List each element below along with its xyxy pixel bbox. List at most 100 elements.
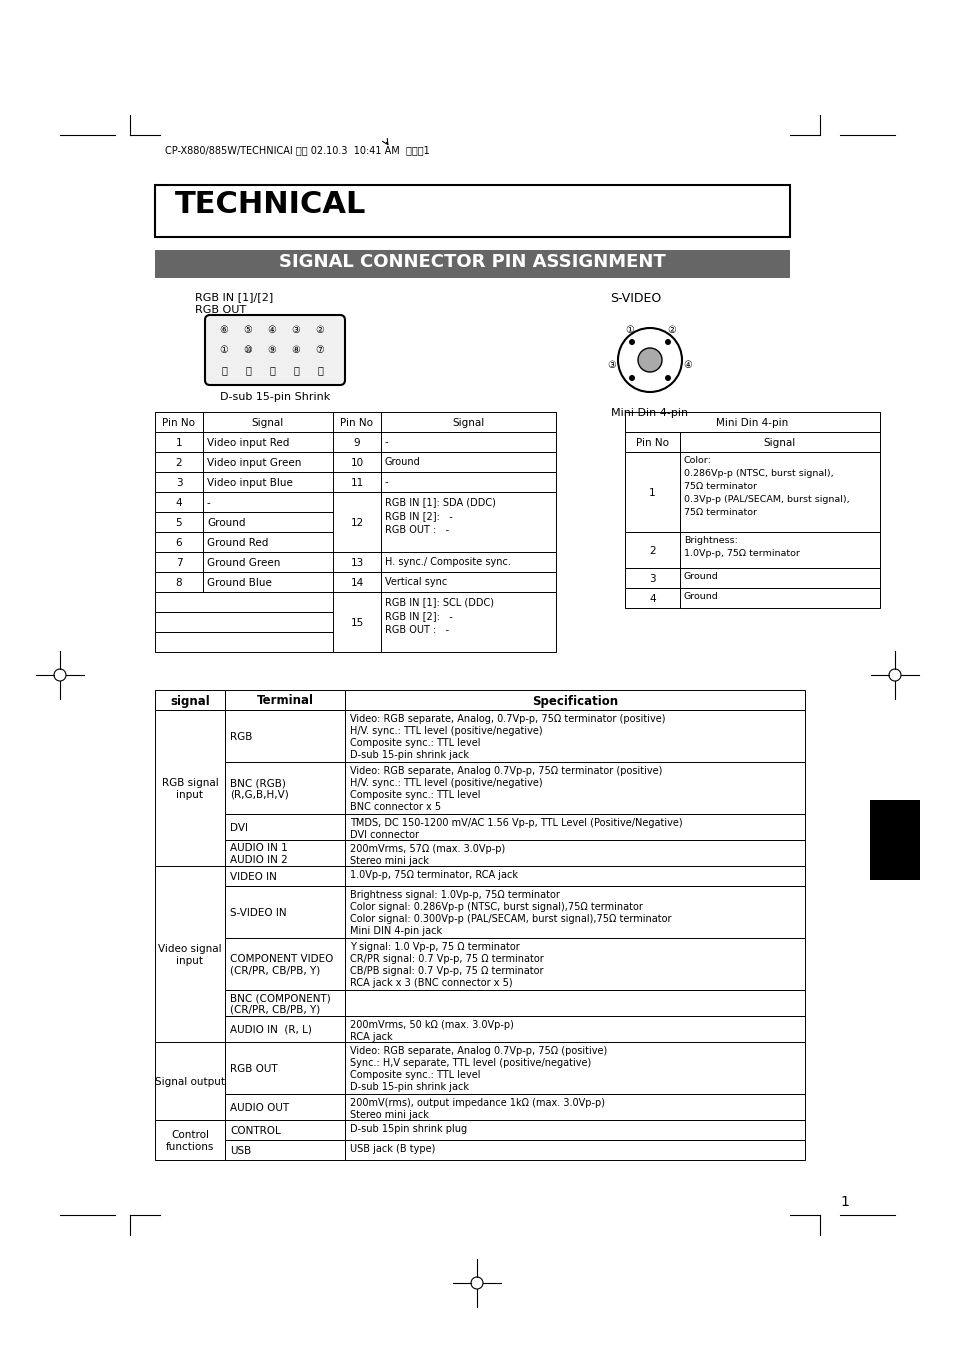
- Text: CP-X880/885W/TECHNICAI 再校 02.10.3  10:41 AM  ページ1: CP-X880/885W/TECHNICAI 再校 02.10.3 10:41 …: [165, 145, 429, 155]
- Text: S-VIDEO IN: S-VIDEO IN: [230, 908, 286, 917]
- Circle shape: [618, 328, 681, 392]
- Bar: [154, 512, 203, 532]
- Text: S-VIDEO: S-VIDEO: [609, 292, 660, 305]
- Bar: [225, 690, 345, 711]
- Bar: [345, 762, 804, 815]
- Text: AUDIO OUT: AUDIO OUT: [230, 1102, 289, 1113]
- Text: CONTROL: CONTROL: [230, 1125, 280, 1136]
- Text: ⑥: ⑥: [219, 326, 228, 335]
- Text: Ground Red: Ground Red: [207, 538, 268, 549]
- Bar: [333, 553, 380, 571]
- Text: -: -: [385, 436, 388, 447]
- Bar: [154, 690, 225, 711]
- Text: 1.0Vp-p, 75Ω terminator, RCA jack: 1.0Vp-p, 75Ω terminator, RCA jack: [350, 870, 517, 880]
- Text: 0.3Vp-p (PAL/SECAM, burst signal),: 0.3Vp-p (PAL/SECAM, burst signal),: [683, 494, 849, 504]
- Bar: [624, 532, 679, 567]
- Bar: [333, 432, 380, 453]
- Text: signal: signal: [170, 694, 210, 708]
- Text: ①: ①: [219, 345, 228, 355]
- Text: Video input Green: Video input Green: [207, 458, 301, 467]
- Bar: [203, 512, 333, 532]
- Bar: [154, 612, 333, 632]
- Text: D-sub 15pin shrink plug: D-sub 15pin shrink plug: [350, 1124, 467, 1133]
- Bar: [225, 886, 345, 938]
- Text: 0.286Vp-p (NTSC, burst signal),: 0.286Vp-p (NTSC, burst signal),: [683, 469, 833, 478]
- Text: Stereo mini jack: Stereo mini jack: [350, 857, 429, 866]
- Circle shape: [628, 376, 635, 381]
- Text: RGB: RGB: [230, 732, 253, 742]
- Text: ①: ①: [625, 326, 634, 335]
- Text: Sync.: H,V separate, TTL level (positive/negative): Sync.: H,V separate, TTL level (positive…: [350, 1058, 591, 1069]
- Bar: [380, 412, 556, 432]
- Text: RCA jack: RCA jack: [350, 1032, 393, 1042]
- Bar: [869, 800, 919, 880]
- Text: ④: ④: [683, 359, 692, 370]
- Bar: [203, 453, 333, 471]
- Text: Ground: Ground: [683, 592, 718, 601]
- Text: RGB OUT: RGB OUT: [194, 305, 246, 315]
- Bar: [225, 762, 345, 815]
- Text: 1: 1: [840, 1196, 848, 1209]
- Bar: [203, 571, 333, 592]
- Bar: [154, 592, 333, 612]
- Text: H. sync./ Composite sync.: H. sync./ Composite sync.: [385, 557, 511, 567]
- Text: -: -: [207, 499, 211, 508]
- Bar: [345, 866, 804, 886]
- Text: CR/PR signal: 0.7 Vp-p, 75 Ω terminator: CR/PR signal: 0.7 Vp-p, 75 Ω terminator: [350, 954, 543, 965]
- Bar: [333, 471, 380, 492]
- Bar: [154, 532, 203, 553]
- Bar: [624, 412, 879, 432]
- Text: ⑨: ⑨: [268, 345, 276, 355]
- Bar: [345, 1042, 804, 1094]
- Text: Composite sync.: TTL level: Composite sync.: TTL level: [350, 738, 480, 748]
- Bar: [203, 553, 333, 571]
- Text: Color:: Color:: [683, 457, 711, 465]
- Text: Ground Blue: Ground Blue: [207, 578, 272, 588]
- Text: Ground: Ground: [207, 517, 245, 528]
- Bar: [345, 690, 804, 711]
- Text: Stereo mini jack: Stereo mini jack: [350, 1111, 429, 1120]
- Bar: [225, 1120, 345, 1140]
- Text: COMPONENT VIDEO
(CR/PR, CB/PB, Y): COMPONENT VIDEO (CR/PR, CB/PB, Y): [230, 954, 333, 975]
- Bar: [345, 840, 804, 866]
- Bar: [624, 567, 679, 588]
- Bar: [154, 553, 203, 571]
- Text: 4: 4: [648, 594, 655, 604]
- Text: ②: ②: [315, 326, 324, 335]
- Bar: [154, 453, 203, 471]
- Bar: [345, 815, 804, 840]
- Text: Pin No: Pin No: [162, 417, 195, 428]
- Text: ⑧: ⑧: [292, 345, 300, 355]
- Text: ③: ③: [607, 359, 616, 370]
- Bar: [333, 412, 380, 432]
- Text: 2: 2: [175, 458, 182, 467]
- Text: Ground: Ground: [683, 571, 718, 581]
- Bar: [154, 632, 333, 653]
- Text: TMDS, DC 150-1200 mV/AC 1.56 Vp-p, TTL Level (Positive/Negative): TMDS, DC 150-1200 mV/AC 1.56 Vp-p, TTL L…: [350, 817, 682, 828]
- Text: Pin No: Pin No: [340, 417, 374, 428]
- Bar: [203, 432, 333, 453]
- Text: 15: 15: [350, 617, 363, 628]
- Bar: [345, 938, 804, 990]
- Text: Pin No: Pin No: [636, 438, 668, 449]
- Bar: [154, 250, 789, 278]
- Text: BNC connector x 5: BNC connector x 5: [350, 802, 440, 812]
- Text: VIDEO IN: VIDEO IN: [230, 871, 276, 882]
- Circle shape: [664, 376, 670, 381]
- Text: D-sub 15-pin shrink jack: D-sub 15-pin shrink jack: [350, 750, 469, 761]
- Bar: [380, 453, 556, 471]
- Text: RGB IN [1]/[2]: RGB IN [1]/[2]: [194, 292, 273, 303]
- Text: TECHNICAL: TECHNICAL: [174, 190, 366, 219]
- Bar: [345, 1140, 804, 1161]
- FancyBboxPatch shape: [205, 315, 345, 385]
- Bar: [154, 185, 789, 236]
- Circle shape: [638, 349, 661, 372]
- Bar: [225, 815, 345, 840]
- Text: RCA jack x 3 (BNC connector x 5): RCA jack x 3 (BNC connector x 5): [350, 978, 512, 988]
- Text: Video input Blue: Video input Blue: [207, 478, 293, 488]
- Text: ⑫: ⑫: [293, 365, 298, 376]
- Text: USB jack (B type): USB jack (B type): [350, 1144, 435, 1154]
- Text: 12: 12: [350, 517, 363, 528]
- Text: 2: 2: [648, 546, 655, 557]
- Circle shape: [628, 339, 635, 345]
